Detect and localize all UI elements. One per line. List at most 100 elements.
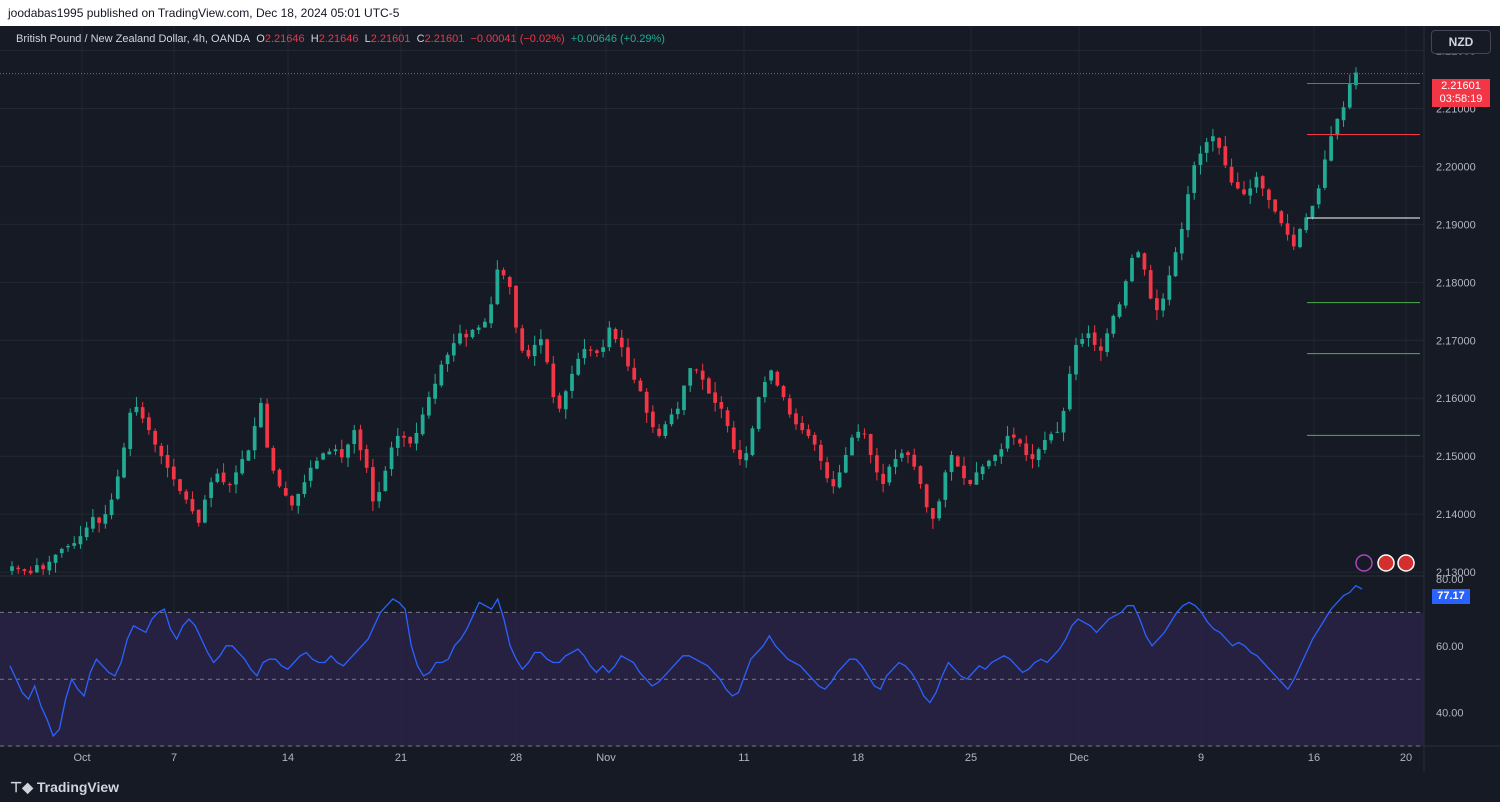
- candle-body: [445, 354, 450, 365]
- candle-body: [321, 453, 325, 460]
- low-label: L: [364, 33, 371, 45]
- candle-body: [190, 499, 195, 512]
- symbol-name: British Pound / New Zealand Dollar, 4h, …: [16, 33, 251, 45]
- candle-body: [588, 349, 593, 351]
- candle-body: [1030, 454, 1035, 460]
- price-tick-label: 2.17000: [1436, 335, 1476, 347]
- candle-body: [651, 411, 655, 428]
- candle-body: [1148, 270, 1153, 299]
- time-tick-label: 7: [171, 752, 177, 764]
- candle-body: [825, 462, 829, 479]
- candle-body: [215, 473, 220, 482]
- candle-body: [613, 328, 618, 340]
- candle-body: [993, 455, 997, 461]
- rsi-path: [9, 584, 1363, 738]
- candle-body: [53, 554, 58, 563]
- candle-body: [1267, 189, 1271, 201]
- candle-body: [10, 566, 14, 571]
- candle-body: [794, 413, 798, 425]
- candle-body: [1092, 332, 1097, 345]
- candle-body: [744, 453, 749, 461]
- candle-body: [1260, 176, 1265, 189]
- candle-body: [601, 347, 605, 352]
- candle-body: [1235, 182, 1240, 189]
- candle-body: [134, 406, 139, 413]
- candle-body: [1179, 228, 1184, 254]
- candle-body: [1192, 165, 1197, 193]
- candle-body: [532, 344, 537, 357]
- candlestick-series: [10, 67, 1358, 575]
- candle-body: [1285, 223, 1290, 235]
- candle-body: [252, 426, 257, 451]
- candle-body: [582, 348, 587, 359]
- candle-body: [265, 403, 269, 448]
- candle-body: [1229, 166, 1234, 183]
- candle-body: [787, 398, 792, 415]
- candle-body: [731, 427, 736, 450]
- currency-button[interactable]: NZD: [1431, 30, 1491, 54]
- open-label: O: [256, 33, 265, 45]
- candle-body: [1329, 136, 1333, 161]
- rsi-line: [9, 584, 1363, 738]
- candle-body: [395, 435, 400, 448]
- candle-body: [545, 339, 549, 363]
- candle-body: [383, 470, 388, 491]
- candle-body: [806, 429, 811, 436]
- candle-body: [290, 495, 294, 506]
- candle-body: [1074, 344, 1078, 375]
- candle-body: [315, 460, 319, 469]
- candle-body: [850, 437, 854, 456]
- candle-body: [439, 364, 444, 386]
- candle-body: [476, 327, 481, 330]
- candle-body: [1304, 217, 1309, 231]
- change-value: −0.00041 (−0.02%): [470, 33, 565, 45]
- time-axis: Oct 7 14 21 28 Nov 11 18 25 Dec 9 16 20: [73, 752, 1412, 764]
- event-uk-flag-icon: [1377, 554, 1395, 572]
- candle-body: [675, 408, 680, 415]
- candle-body: [750, 428, 755, 455]
- candle-body: [259, 402, 263, 428]
- candle-body: [819, 444, 823, 461]
- chart-canvas[interactable]: 2.220002.210002.200002.190002.180002.170…: [0, 26, 1500, 772]
- candle-body: [1291, 234, 1296, 247]
- price-tick-label: 2.16000: [1436, 393, 1476, 405]
- price-tick-label: 2.14000: [1436, 509, 1476, 521]
- candle-body: [725, 410, 730, 427]
- candle-body: [1223, 146, 1228, 166]
- candle-body: [159, 445, 164, 457]
- candle-body: [420, 414, 425, 435]
- time-tick-label: 25: [965, 752, 977, 764]
- candle-body: [1049, 434, 1053, 441]
- candle-body: [570, 373, 574, 391]
- rsi-tick-label: 60.00: [1436, 641, 1464, 653]
- candle-body: [626, 347, 630, 367]
- candle-body: [862, 433, 867, 435]
- time-tick-label: 21: [395, 752, 407, 764]
- rsi-panel: [0, 611, 1424, 747]
- candle-body: [987, 460, 991, 467]
- candle-body: [84, 527, 89, 538]
- candle-body: [980, 466, 985, 475]
- candle-body: [171, 466, 176, 480]
- candle-body: [464, 333, 469, 338]
- candle-body: [271, 447, 276, 471]
- candle-body: [781, 386, 786, 398]
- candle-body: [843, 455, 848, 473]
- candle-body: [912, 454, 917, 467]
- candle-body: [1024, 443, 1029, 456]
- candle-body: [1298, 228, 1302, 248]
- time-tick-label: 9: [1198, 752, 1204, 764]
- candle-body: [346, 444, 350, 458]
- candle-body: [402, 435, 406, 438]
- candle-body: [619, 337, 624, 348]
- candle-body: [657, 428, 661, 436]
- candle-body: [1316, 188, 1321, 205]
- candle-body: [165, 454, 170, 468]
- brand-name: TradingView: [36, 779, 120, 795]
- candle-body: [1043, 439, 1047, 450]
- time-tick-label: Nov: [596, 752, 616, 764]
- tradingview-logo: ⊤◆ TradingView: [10, 779, 119, 796]
- candle-body: [1248, 188, 1253, 196]
- rsi-tick-label: 80.00: [1436, 574, 1464, 586]
- candle-body: [72, 543, 77, 546]
